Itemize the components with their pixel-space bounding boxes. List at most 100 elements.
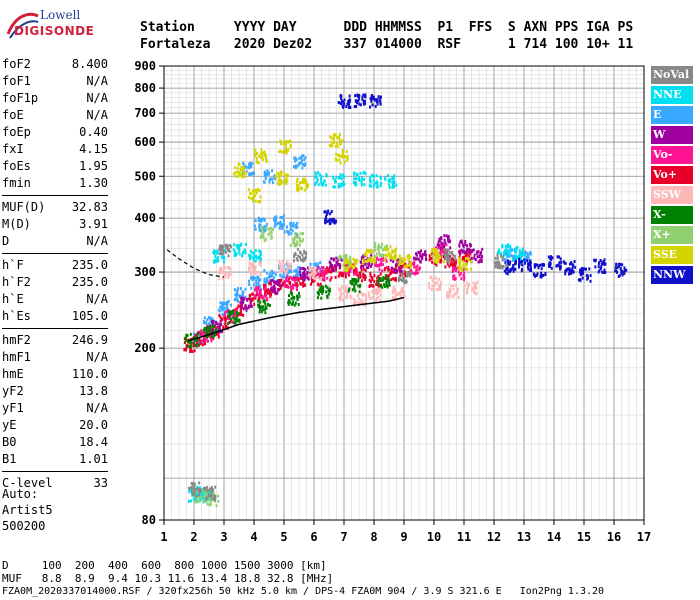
echo-point-W bbox=[476, 250, 479, 254]
echo-point-E bbox=[272, 276, 275, 280]
echo-point-E bbox=[263, 277, 266, 281]
echo-point-SSE bbox=[383, 258, 386, 261]
echo-point-NNE bbox=[496, 251, 499, 255]
footer-muf-value: 11.6 bbox=[161, 572, 195, 585]
echo-point-SSE bbox=[296, 188, 299, 192]
echo-point-SSE bbox=[398, 254, 401, 258]
echo-point-W bbox=[243, 297, 246, 301]
echo-point-NNW bbox=[521, 263, 524, 267]
echo-point-NNW bbox=[359, 103, 362, 107]
echo-point-Vo- bbox=[257, 293, 260, 297]
echo-point-NoVal bbox=[304, 257, 307, 260]
echo-point-NoVal bbox=[448, 257, 451, 261]
footer-distance-value: 200 bbox=[61, 559, 95, 572]
echo-point-Vo+ bbox=[264, 284, 267, 288]
echo-point-W bbox=[216, 322, 219, 326]
echo-point-Vo- bbox=[353, 272, 355, 276]
echo-point-E bbox=[249, 161, 252, 165]
echo-point-W bbox=[278, 280, 281, 284]
echo-point-SSE bbox=[238, 170, 241, 174]
echo-point-W bbox=[447, 234, 450, 238]
echo-point-NNE bbox=[358, 178, 361, 182]
param-row: fxI 4.15 bbox=[2, 141, 108, 158]
echo-point-X+ bbox=[294, 232, 297, 235]
echo-point-E bbox=[282, 272, 285, 276]
echo-point-SSW bbox=[360, 299, 363, 303]
echo-point-NNE bbox=[335, 175, 338, 179]
echo-point-NNE bbox=[509, 247, 512, 251]
echo-point-SSE bbox=[369, 259, 372, 263]
echo-point-NNE bbox=[319, 173, 321, 177]
echo-point-NoVal bbox=[225, 246, 228, 250]
param-name: h`F bbox=[2, 258, 24, 272]
echo-point-SSW bbox=[339, 293, 342, 297]
echo-point-X- bbox=[351, 278, 354, 281]
echo-point-Vo+ bbox=[462, 256, 464, 259]
echo-point-NNE bbox=[353, 177, 356, 181]
echo-point-NNE bbox=[241, 254, 244, 258]
echo-point-E bbox=[259, 218, 261, 221]
echo-point-Vo+ bbox=[388, 274, 391, 278]
echo-point-X- bbox=[318, 288, 321, 292]
echo-point-Vo- bbox=[262, 296, 265, 300]
echo-point-W bbox=[307, 277, 310, 281]
echo-point-NoVal bbox=[501, 255, 504, 259]
echo-point-Vo+ bbox=[226, 316, 229, 320]
echo-point-X- bbox=[383, 284, 386, 288]
echo-point-X- bbox=[235, 316, 238, 320]
echo-point-E bbox=[289, 269, 292, 273]
echo-point-W bbox=[212, 321, 214, 325]
echo-point-X- bbox=[351, 282, 354, 286]
echo-point-NNE bbox=[324, 183, 327, 187]
footer-muf-label: MUF bbox=[2, 572, 29, 585]
echo-point-NNE bbox=[339, 173, 342, 177]
echo-point-Vo- bbox=[385, 259, 388, 263]
echo-point-E bbox=[220, 305, 223, 309]
legend-item: W bbox=[651, 126, 693, 144]
echo-point-X+ bbox=[337, 256, 340, 260]
footer-distance-value: 3000 bbox=[260, 559, 294, 572]
echo-point-SSE bbox=[362, 262, 365, 265]
echo-point-Vo+ bbox=[285, 278, 288, 282]
echo-point-E bbox=[529, 252, 532, 256]
echo-point-SSE bbox=[389, 252, 392, 256]
echo-point-Vo- bbox=[258, 288, 261, 292]
echo-point-X- bbox=[378, 276, 381, 280]
echo-point-SSE bbox=[460, 259, 462, 263]
echo-point-Vo+ bbox=[384, 267, 387, 270]
echo-point-X- bbox=[265, 306, 268, 310]
echo-point-NNE bbox=[251, 251, 254, 255]
echo-point-X- bbox=[382, 276, 385, 280]
echo-point-E bbox=[283, 222, 285, 226]
echo-point-NNE bbox=[371, 174, 374, 178]
echo-point-W bbox=[448, 240, 451, 244]
echo-point-SSE bbox=[239, 173, 242, 177]
echo-point-E bbox=[217, 308, 220, 312]
digisonde-logo: Lowell DIGISONDE bbox=[4, 4, 94, 44]
echo-point-NoVal bbox=[496, 253, 499, 257]
echo-point-W bbox=[211, 320, 213, 324]
echo-point-Vo+ bbox=[185, 344, 188, 347]
echo-point-NNE bbox=[254, 249, 257, 253]
echo-point-NoVal bbox=[218, 247, 221, 251]
echo-point-SSW bbox=[374, 290, 377, 294]
echo-point-E bbox=[301, 166, 304, 170]
echo-point-SSE bbox=[391, 256, 394, 260]
echo-point-E bbox=[296, 225, 299, 229]
echo-point-W bbox=[249, 297, 252, 301]
echo-point-W bbox=[333, 258, 335, 262]
param-value: N/A bbox=[86, 292, 108, 306]
echo-point-Vo- bbox=[381, 269, 384, 273]
echo-point-X+ bbox=[299, 232, 302, 236]
echo-point-NNW bbox=[549, 255, 552, 259]
echo-point-NNE bbox=[369, 175, 372, 179]
echo-point-Vo+ bbox=[376, 276, 379, 280]
echo-point-SSW bbox=[346, 293, 349, 297]
param-name: yF1 bbox=[2, 401, 24, 415]
echo-point-SSW bbox=[282, 262, 285, 266]
echo-point-X- bbox=[354, 278, 357, 282]
echo-point-NoVal bbox=[497, 265, 500, 269]
echo-point-NNW bbox=[376, 99, 379, 103]
echo-point-SSW bbox=[338, 289, 341, 293]
echo-point-Vo+ bbox=[311, 280, 314, 284]
